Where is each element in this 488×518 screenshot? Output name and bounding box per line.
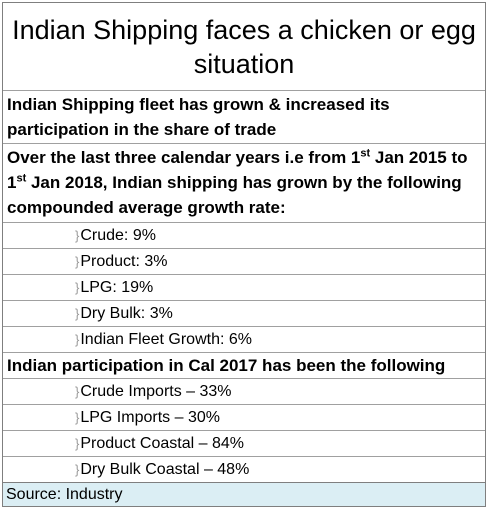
growth-heading-part1: Over the last three calendar years i.e f… xyxy=(7,148,361,167)
participation-heading: Indian participation in Cal 2017 has bee… xyxy=(3,352,485,378)
participation-item-product-coastal: }Product Coastal – 84% xyxy=(3,430,485,456)
participation-item-label: LPG Imports – 30% xyxy=(80,409,220,426)
participation-item-dry-bulk-coastal: }Dry Bulk Coastal – 48% xyxy=(3,456,485,482)
table-title: Indian Shipping faces a chicken or egg s… xyxy=(12,14,476,79)
growth-heading: Over the last three calendar years i.e f… xyxy=(3,143,485,222)
growth-heading-part2: Jan 2015 to 1 xyxy=(7,148,468,192)
growth-item-label: Indian Fleet Growth: 6% xyxy=(80,331,252,348)
growth-heading-sup1: st xyxy=(360,147,371,160)
growth-item-label: Dry Bulk: 3% xyxy=(80,305,173,322)
brace-marker: } xyxy=(75,462,80,477)
growth-item-crude: }Crude: 9% xyxy=(3,222,485,248)
brace-marker: } xyxy=(75,254,80,269)
growth-item-lpg: }LPG: 19% xyxy=(3,274,485,300)
brace-marker: } xyxy=(75,436,80,451)
growth-item-label: Product: 3% xyxy=(80,253,168,270)
source-note: Source: Industry xyxy=(3,482,485,506)
brace-marker: } xyxy=(75,228,80,243)
growth-item-dry-bulk: }Dry Bulk: 3% xyxy=(3,300,485,326)
growth-heading-part3: Jan 2018, Indian shipping has grown by t… xyxy=(7,173,462,217)
growth-item-label: Crude: 9% xyxy=(80,227,156,244)
participation-item-label: Dry Bulk Coastal – 48% xyxy=(80,461,250,478)
growth-item-label: LPG: 19% xyxy=(80,279,154,296)
participation-item-lpg-imports: }LPG Imports – 30% xyxy=(3,404,485,430)
fleet-heading: Indian Shipping fleet has grown & increa… xyxy=(3,90,485,143)
participation-item-label: Product Coastal – 84% xyxy=(80,435,244,452)
participation-item-label: Crude Imports – 33% xyxy=(80,383,232,400)
growth-heading-sup2: st xyxy=(16,172,27,185)
growth-item-fleet: }Indian Fleet Growth: 6% xyxy=(3,326,485,352)
growth-item-product: }Product: 3% xyxy=(3,248,485,274)
brace-marker: } xyxy=(75,332,80,347)
info-table: Indian Shipping faces a chicken or egg s… xyxy=(2,2,486,507)
participation-item-crude-imports: }Crude Imports – 33% xyxy=(3,378,485,404)
brace-marker: } xyxy=(75,280,80,295)
brace-marker: } xyxy=(75,384,80,399)
brace-marker: } xyxy=(75,306,80,321)
brace-marker: } xyxy=(75,410,80,425)
